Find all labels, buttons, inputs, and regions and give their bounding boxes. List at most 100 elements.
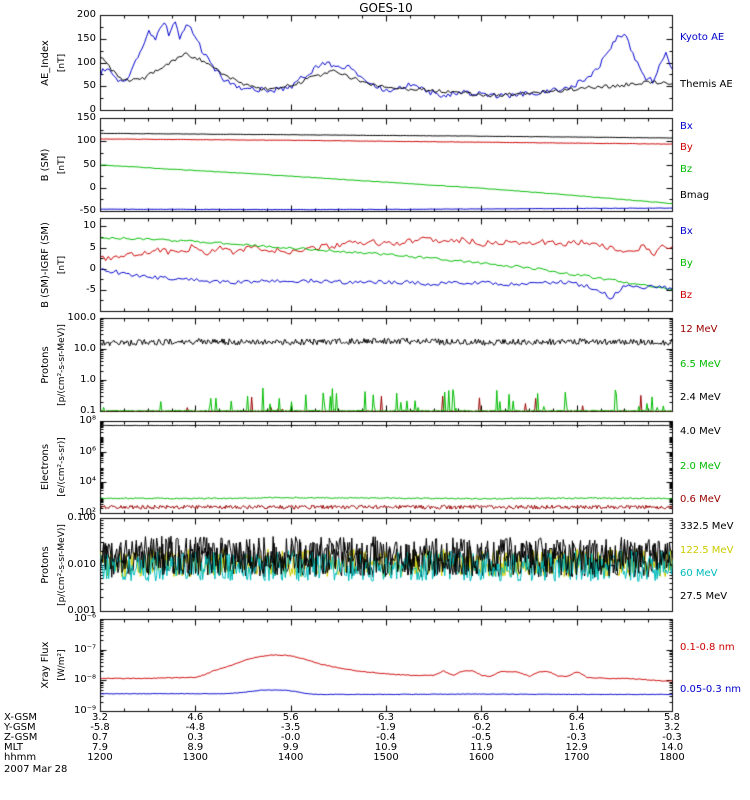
y-tick-label: 0 <box>89 182 96 193</box>
axis-row-value: -5.8 <box>90 722 110 733</box>
y-tick-label: 10⁻⁹ <box>73 705 96 716</box>
y-tick-label: 100 <box>76 57 96 68</box>
y-tick-label: 10² <box>79 507 96 518</box>
legend-entry: Bz <box>680 164 693 176</box>
y-tick-label: 0 <box>89 104 96 115</box>
axis-row-value: 9.9 <box>282 742 299 753</box>
y-tick-label: 50 <box>83 159 96 170</box>
y-axis-title: B (SM)-IGRF (SM) <box>40 221 51 308</box>
legend-entry: 6.5 MeV <box>680 358 721 370</box>
y-tick-label: 100 <box>76 135 96 146</box>
legend-entry: 0.1-0.8 nm <box>680 642 735 654</box>
y-tick-label: -50 <box>79 205 96 216</box>
legend-entry: 2.4 MeV <box>680 391 721 403</box>
axis-row-value: 6.3 <box>378 712 394 723</box>
axis-row-value: 6.6 <box>473 712 490 723</box>
axis-row-value: -0.4 <box>376 732 396 743</box>
legend-entry: Bx <box>680 121 693 133</box>
axis-row-value: -0.5 <box>471 732 492 743</box>
axis-row-header: Z-GSM <box>4 732 38 743</box>
axis-row-value: 1500 <box>373 752 399 763</box>
y-tick-label: 10⁻⁸ <box>73 674 96 685</box>
axis-row-value: 1400 <box>277 752 304 763</box>
legend-entry: By <box>680 141 693 153</box>
y-tick-label: 0.100 <box>67 512 96 523</box>
y-tick-label: 10.0 <box>73 343 96 354</box>
legend-entry: Themis AE <box>680 79 733 91</box>
axis-row-value: -4.8 <box>185 722 206 733</box>
axis-row-value: 10.9 <box>374 742 398 753</box>
y-tick-label: 150 <box>76 112 96 123</box>
y-axis-title: Protons <box>40 345 51 384</box>
y-tick-label: -5 <box>86 284 96 295</box>
axis-row-value: 3.2 <box>92 712 108 723</box>
axis-row-header: hhmm <box>4 752 37 763</box>
legend-entry: 332.5 MeV <box>680 521 734 533</box>
axis-row-value: 1800 <box>659 752 685 763</box>
axis-row-value: 12.9 <box>565 742 588 753</box>
y-axis-title: Electrons <box>40 443 51 491</box>
axis-row-value: 7.9 <box>92 742 108 753</box>
y-tick-label: 1.0 <box>80 374 96 385</box>
y-axis-units: [e/(cm²-s-sr)] <box>57 437 67 497</box>
axis-row-value: 1600 <box>468 752 495 763</box>
y-tick-label: 10⁶ <box>79 446 96 457</box>
y-axis-title: Xray Flux <box>40 641 51 689</box>
y-axis-units: [W/m²] <box>57 649 67 681</box>
legend-entry: Bmag <box>680 190 710 202</box>
date-label: 2007 Mar 28 <box>4 764 68 775</box>
y-tick-label: 50 <box>83 80 96 91</box>
axis-row-value: 5.8 <box>664 712 680 723</box>
y-axis-units: [nT] <box>57 155 67 174</box>
axis-row-value: 8.9 <box>187 742 204 753</box>
y-tick-label: 0 <box>89 263 96 274</box>
y-axis-units: [nT] <box>57 53 67 72</box>
y-axis-units: [p/(cm²-s-sr-MeV)] <box>57 323 67 406</box>
axis-row-header: MLT <box>4 742 23 753</box>
axis-row-value: 11.9 <box>470 742 493 753</box>
y-tick-label: 10⁴ <box>79 476 96 487</box>
legend-entry: Kyoto AE <box>680 31 725 43</box>
axis-row-header: Y-GSM <box>4 722 36 733</box>
axis-row-value: 0.7 <box>92 732 108 743</box>
axis-row-value: -0.3 <box>566 732 587 743</box>
axis-row-header: X-GSM <box>4 712 38 723</box>
axis-row-value: 1300 <box>182 752 209 763</box>
legend-entry: Bx <box>680 225 693 237</box>
legend-entry: 2.0 MeV <box>680 461 721 472</box>
legend-entry: 27.5 MeV <box>680 591 728 603</box>
y-tick-label: 150 <box>76 33 96 44</box>
axis-row-value: 1700 <box>563 752 590 763</box>
axis-row-value: 0.3 <box>187 732 204 743</box>
axis-row-value: 5.6 <box>282 712 299 723</box>
axis-row-value: -1.9 <box>376 722 396 733</box>
axis-row-value: -3.5 <box>280 722 301 733</box>
axis-row-value: 6.4 <box>568 712 585 723</box>
axis-row-value: 14.0 <box>660 742 684 753</box>
axis-row-value: 3.2 <box>664 722 680 733</box>
legend-entry: 4.0 MeV <box>680 426 721 438</box>
y-tick-label: 5 <box>89 242 96 253</box>
y-tick-label: 200 <box>76 9 96 20</box>
axis-row-value: -0.2 <box>471 722 492 733</box>
y-tick-label: 10⁻⁷ <box>73 644 96 655</box>
legend-entry: By <box>680 257 693 269</box>
y-tick-label: 10⁻⁶ <box>73 613 96 624</box>
chart-title: GOES-10 <box>359 1 413 15</box>
axis-row-value: 1.6 <box>568 722 585 733</box>
y-axis-units: [p/(cm²-s-sr-MeV)] <box>57 523 67 606</box>
y-tick-label: 10 <box>83 220 96 231</box>
axis-row-value: 4.6 <box>187 712 204 723</box>
axis-row-value: -0.0 <box>280 732 301 743</box>
legend-entry: Bz <box>680 290 693 302</box>
y-axis-title: Protons <box>40 545 51 584</box>
y-axis-title: B (SM) <box>40 148 51 181</box>
legend-entry: 0.05-0.3 nm <box>680 683 742 695</box>
legend-entry: 60 MeV <box>680 567 718 579</box>
y-axis-units: [nT] <box>57 255 67 274</box>
y-tick-label: 100.0 <box>67 312 96 323</box>
y-axis-title: AE_Index <box>40 39 51 86</box>
y-tick-label: 0.001 <box>67 605 96 616</box>
